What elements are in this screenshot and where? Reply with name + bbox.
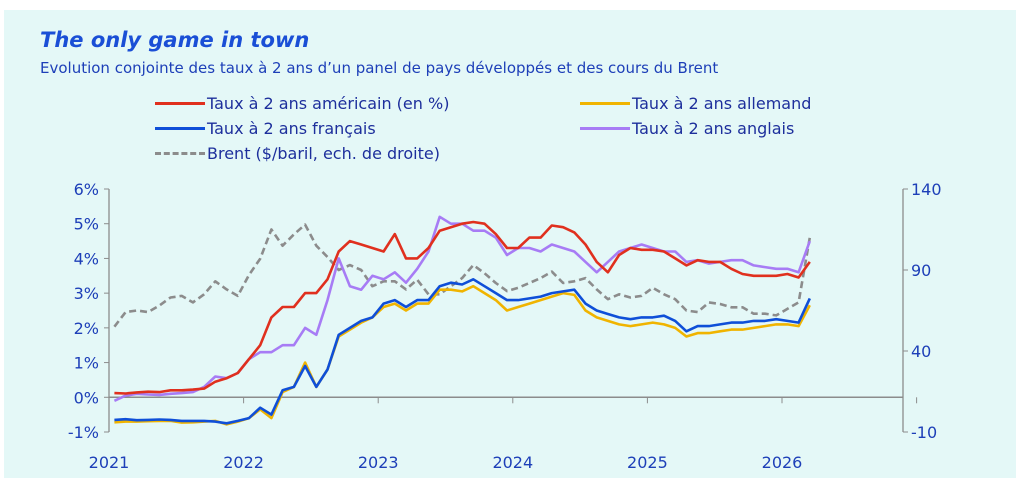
legend-swatch-fr bbox=[155, 127, 205, 130]
left-tick-label: 5% bbox=[74, 215, 99, 234]
right-tick-label: -10 bbox=[911, 423, 937, 442]
chart-subtitle: Evolution conjointe des taux à 2 ans d’u… bbox=[40, 59, 719, 77]
series-line-3 bbox=[113, 215, 812, 402]
legend-label: Taux à 2 ans américain (en %) bbox=[207, 94, 450, 113]
legend-item-de: Taux à 2 ans allemand bbox=[580, 94, 811, 113]
legend-swatch-brent bbox=[155, 152, 205, 155]
x-tick-label: 2025 bbox=[627, 453, 668, 472]
series-line-0 bbox=[114, 220, 811, 395]
legend-item-fr: Taux à 2 ans français bbox=[155, 119, 376, 138]
left-tick-label: 2% bbox=[74, 319, 99, 338]
left-tick-label: 4% bbox=[74, 249, 99, 268]
legend-item-us: Taux à 2 ans américain (en %) bbox=[155, 94, 449, 113]
legend-label: Brent ($/baril, ech. de droite) bbox=[207, 144, 440, 163]
legend-item-uk: Taux à 2 ans anglais bbox=[580, 119, 794, 138]
chart-panel bbox=[4, 10, 1016, 478]
x-tick-label: 2026 bbox=[762, 453, 803, 472]
series-line-4 bbox=[113, 223, 812, 328]
legend-label: Taux à 2 ans anglais bbox=[632, 119, 795, 138]
left-tick-label: -1% bbox=[68, 423, 99, 442]
legend-swatch-de bbox=[580, 102, 630, 105]
series-line-2 bbox=[114, 277, 811, 425]
left-tick-label: 6% bbox=[74, 180, 99, 199]
legend-label: Taux à 2 ans français bbox=[207, 119, 376, 138]
legend-swatch-uk bbox=[580, 127, 630, 130]
legend-swatch-us bbox=[155, 102, 205, 105]
chart-title: The only game in town bbox=[40, 28, 310, 52]
x-tick-label: 2024 bbox=[492, 453, 533, 472]
x-tick-label: 2023 bbox=[358, 453, 399, 472]
left-tick-label: 3% bbox=[74, 284, 99, 303]
right-tick-label: 90 bbox=[911, 261, 931, 280]
x-tick-label: 2022 bbox=[223, 453, 264, 472]
right-tick-label: 140 bbox=[911, 180, 942, 199]
left-tick-label: 1% bbox=[74, 354, 99, 373]
x-tick-label: 2021 bbox=[89, 453, 130, 472]
legend-item-brent: Brent ($/baril, ech. de droite) bbox=[155, 144, 440, 163]
left-tick-label: 0% bbox=[74, 388, 99, 407]
right-tick-label: 40 bbox=[911, 342, 931, 361]
legend-label: Taux à 2 ans allemand bbox=[632, 94, 812, 113]
